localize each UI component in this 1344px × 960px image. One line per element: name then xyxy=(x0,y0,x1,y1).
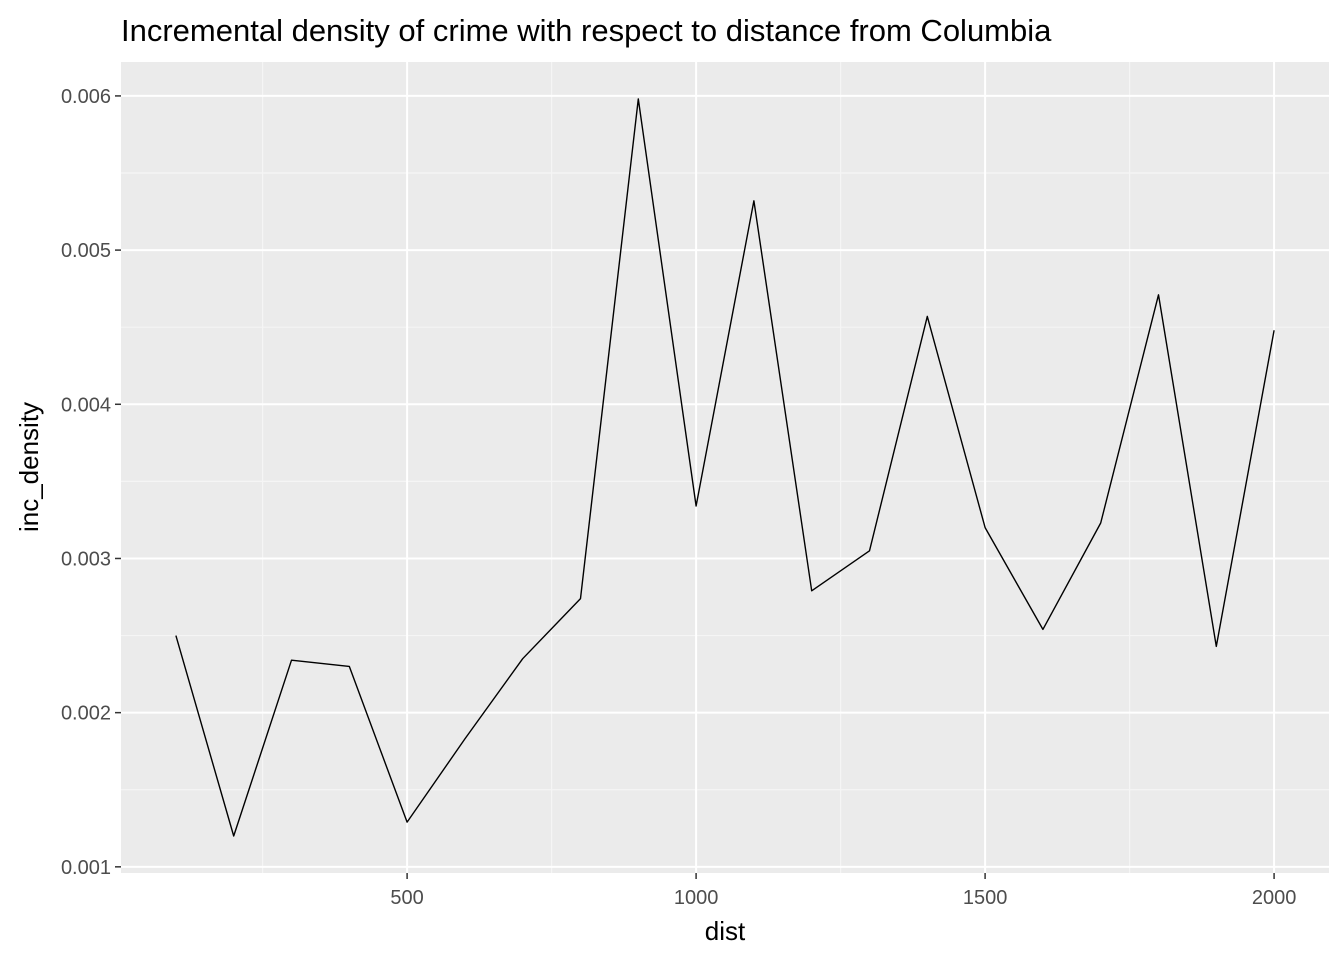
y-tick-label: 0.004 xyxy=(61,394,111,416)
grid-major xyxy=(121,62,1329,873)
y-tick-label: 0.002 xyxy=(61,703,111,725)
y-axis-title: inc_density xyxy=(14,402,44,532)
y-tick-label: 0.006 xyxy=(61,86,111,108)
x-tick-label: 1500 xyxy=(963,887,1008,909)
y-tick-label: 0.001 xyxy=(61,857,111,879)
x-tick-label: 2000 xyxy=(1252,887,1297,909)
x-axis: 500 1000 1500 2000 xyxy=(390,873,1296,909)
y-tick-label: 0.005 xyxy=(61,240,111,262)
x-tick-label: 500 xyxy=(390,887,423,909)
chart-title: Incremental density of crime with respec… xyxy=(121,13,1052,48)
grid-minor xyxy=(121,62,1329,873)
data-series-line xyxy=(175,98,1275,837)
y-axis: 0.001 0.002 0.003 0.004 0.005 0.006 xyxy=(61,86,121,879)
y-tick-label: 0.003 xyxy=(61,548,111,570)
x-axis-title: dist xyxy=(705,916,746,946)
plot-panel xyxy=(121,62,1329,873)
x-tick-label: 1000 xyxy=(674,887,719,909)
